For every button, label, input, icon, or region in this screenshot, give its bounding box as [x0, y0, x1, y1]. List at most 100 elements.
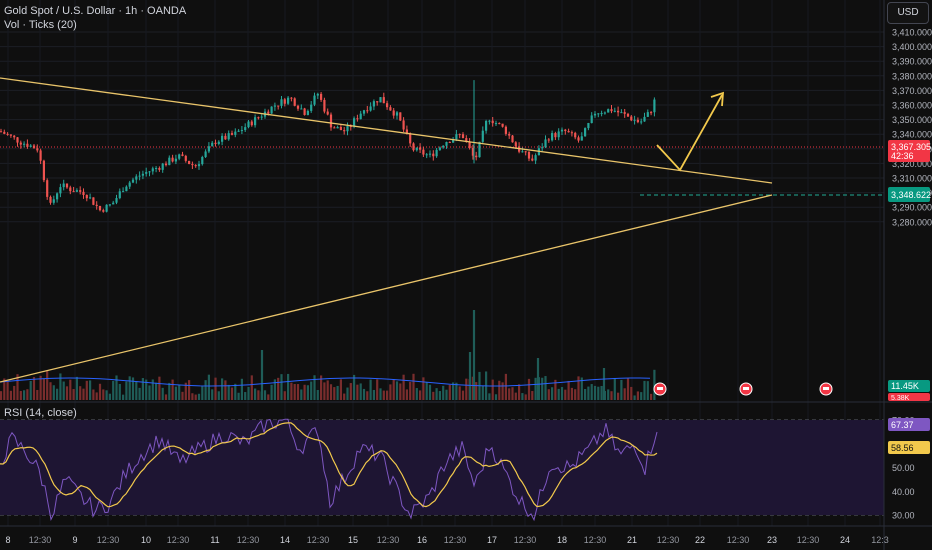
- volume-bar: [541, 377, 544, 400]
- candle-body: [468, 141, 471, 149]
- candle-body: [455, 134, 458, 140]
- volume-bar: [293, 384, 296, 400]
- price-tick-label: 3,350.000: [892, 115, 932, 125]
- candle-body: [379, 97, 382, 103]
- candle-body: [75, 190, 78, 192]
- candle-body: [527, 151, 531, 159]
- volume-bar: [184, 382, 187, 400]
- candle-body: [280, 99, 283, 106]
- volume-bar: [511, 387, 514, 400]
- candle-body: [151, 168, 154, 172]
- support-trendline[interactable]: [0, 194, 773, 383]
- volume-bar: [369, 379, 372, 400]
- price-tick-label: 3,320.000: [892, 159, 932, 169]
- volume-legend[interactable]: Vol · Ticks (20): [4, 19, 77, 31]
- candle-body: [181, 154, 184, 156]
- volume-bar: [409, 381, 412, 400]
- volume-bar: [39, 375, 42, 400]
- candle-body: [353, 118, 356, 127]
- time-tick-label: 12:30: [237, 535, 260, 545]
- candle-body: [640, 121, 643, 123]
- time-tick-label: 12:3: [871, 535, 889, 545]
- volume-bar: [630, 386, 633, 400]
- projection-arrow[interactable]: [656, 91, 725, 172]
- candle-body: [194, 165, 197, 167]
- candle-body: [382, 97, 385, 104]
- candle-body: [412, 143, 415, 151]
- volume-bar: [597, 386, 600, 400]
- volume-bar: [636, 391, 639, 400]
- price-tick-label: 3,290.000: [892, 203, 932, 213]
- event-icon: [739, 382, 753, 396]
- price-tick-label: 3,390.000: [892, 57, 932, 67]
- volume-bar: [560, 387, 564, 400]
- volume-bar: [580, 377, 583, 400]
- time-tick-label: 12:30: [797, 535, 820, 545]
- volume-bar: [359, 383, 362, 400]
- candle-body: [204, 151, 207, 157]
- volume-bar: [432, 391, 435, 400]
- candle-body: [184, 155, 187, 161]
- event-icons[interactable]: [653, 382, 833, 396]
- rsi-legend[interactable]: RSI (14, close): [4, 407, 77, 419]
- currency-button[interactable]: USD: [887, 2, 929, 24]
- volume-bar: [72, 389, 75, 400]
- candle-body: [39, 150, 42, 161]
- volume-bar: [263, 390, 267, 400]
- volume-bar: [277, 377, 280, 400]
- time-axis[interactable]: 8 12:30 9 12:30 10 12:30 11 12:30 14 12:30 15 12:30…: [5, 535, 888, 545]
- candle-body: [178, 154, 181, 159]
- candle-body: [36, 148, 39, 151]
- volume-bar: [138, 387, 141, 400]
- volume-bar: [501, 382, 504, 400]
- price-tick-label: 3,310.000: [892, 174, 932, 184]
- candle-body: [343, 130, 346, 132]
- volume-bar: [148, 385, 151, 400]
- candle-body: [230, 133, 234, 135]
- volume-bar: [52, 385, 55, 400]
- volume-bar: [303, 384, 306, 400]
- rsi-band: [0, 420, 884, 515]
- volume-bar: [554, 379, 557, 400]
- candle-body: [171, 157, 174, 162]
- volume-bar: [584, 389, 587, 400]
- volume-bar: [488, 393, 491, 400]
- candle-body: [122, 191, 125, 193]
- candle-body: [432, 153, 435, 157]
- resistance-trendline[interactable]: [0, 77, 773, 184]
- rsi-ma-value: 58.56: [891, 443, 914, 453]
- volume-bar: [379, 388, 382, 400]
- candle-body: [607, 109, 610, 113]
- candle-body: [626, 113, 630, 117]
- volume-bar: [112, 380, 115, 400]
- candle-body: [326, 111, 329, 115]
- volume-bar: [6, 381, 9, 400]
- time-tick-label: 23: [767, 535, 777, 545]
- volume-badges: 11.45K 5.38K: [888, 380, 930, 402]
- candle-body: [465, 138, 468, 142]
- candle-body: [359, 113, 362, 120]
- last-price-badge: 3,367.305 42:36: [888, 140, 931, 162]
- candle-body: [6, 133, 9, 135]
- volume-bar: [46, 370, 49, 400]
- symbol-title[interactable]: Gold Spot / U.S. Dollar · 1h · OANDA: [4, 5, 187, 17]
- volume-bar: [650, 393, 653, 400]
- candle-body: [207, 146, 210, 152]
- volume-bar: [240, 378, 243, 400]
- volume-bar: [428, 384, 432, 400]
- volume-bar: [527, 378, 531, 400]
- volume-bar: [164, 394, 168, 400]
- candle-body: [221, 135, 224, 142]
- volume-up-value: 11.45K: [891, 381, 919, 391]
- volume-bar: [316, 389, 319, 400]
- volume-bar: [402, 374, 405, 400]
- volume-bar-spike: [472, 310, 476, 400]
- candle-body: [141, 173, 144, 176]
- candle-body: [260, 116, 263, 118]
- candle-body: [310, 104, 313, 111]
- candle-body: [125, 186, 128, 192]
- candle-body: [587, 123, 590, 129]
- volume-bar: [438, 391, 441, 400]
